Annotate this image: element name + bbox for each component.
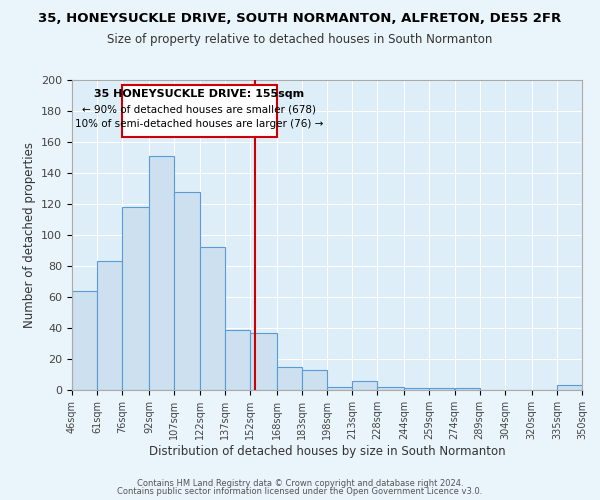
X-axis label: Distribution of detached houses by size in South Normanton: Distribution of detached houses by size …	[149, 444, 505, 458]
Text: ← 90% of detached houses are smaller (678): ← 90% of detached houses are smaller (67…	[83, 105, 317, 115]
Bar	[122, 207, 149, 390]
Bar	[327, 387, 352, 390]
Bar	[377, 387, 404, 390]
Bar	[224, 330, 250, 390]
Bar	[97, 262, 122, 390]
Bar	[72, 291, 97, 390]
Text: 35, HONEYSUCKLE DRIVE, SOUTH NORMANTON, ALFRETON, DE55 2FR: 35, HONEYSUCKLE DRIVE, SOUTH NORMANTON, …	[38, 12, 562, 26]
Text: Contains public sector information licensed under the Open Government Licence v3: Contains public sector information licen…	[118, 487, 482, 496]
Bar	[430, 388, 455, 390]
Bar	[250, 332, 277, 390]
Bar	[199, 248, 224, 390]
Text: Size of property relative to detached houses in South Normanton: Size of property relative to detached ho…	[107, 32, 493, 46]
Text: 35 HONEYSUCKLE DRIVE: 155sqm: 35 HONEYSUCKLE DRIVE: 155sqm	[94, 90, 305, 100]
Bar	[455, 388, 479, 390]
Bar	[277, 367, 302, 390]
FancyBboxPatch shape	[122, 84, 277, 138]
Bar	[175, 192, 199, 390]
Text: Contains HM Land Registry data © Crown copyright and database right 2024.: Contains HM Land Registry data © Crown c…	[137, 478, 463, 488]
Bar	[149, 156, 175, 390]
Y-axis label: Number of detached properties: Number of detached properties	[23, 142, 35, 328]
Bar	[352, 380, 377, 390]
Bar	[302, 370, 327, 390]
Bar	[557, 386, 582, 390]
Text: 10% of semi-detached houses are larger (76) →: 10% of semi-detached houses are larger (…	[76, 118, 323, 128]
Bar	[404, 388, 430, 390]
